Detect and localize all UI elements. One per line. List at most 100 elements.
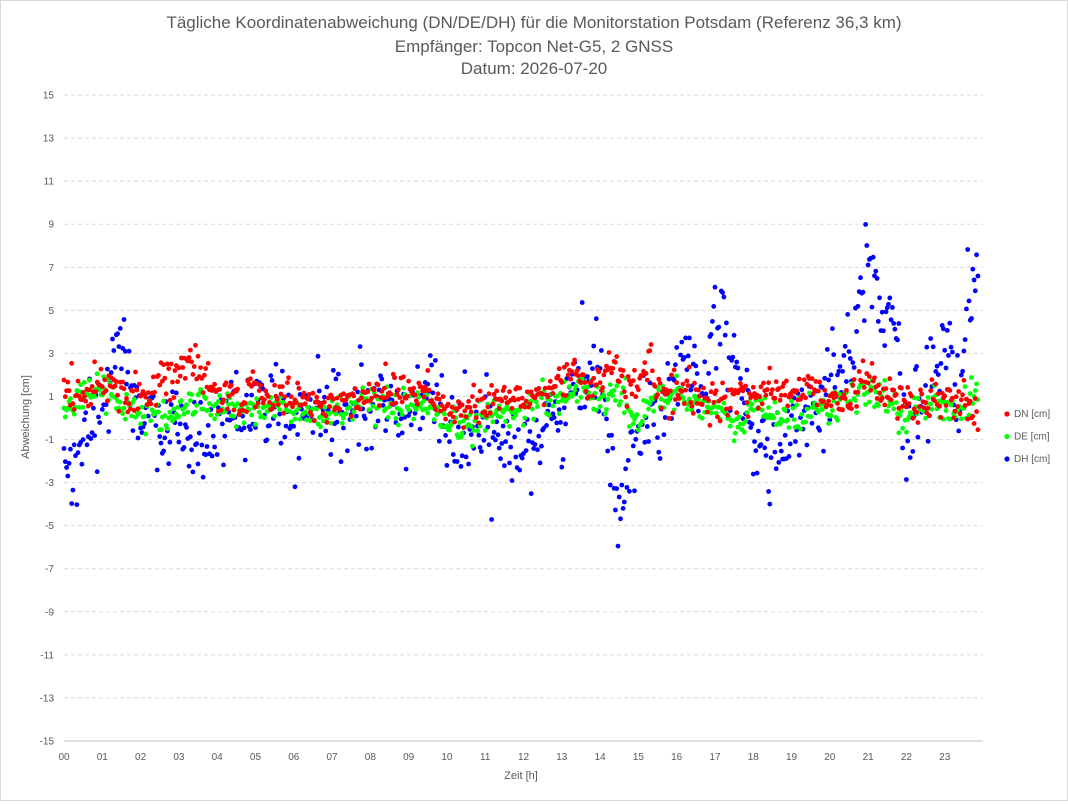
data-point — [531, 446, 537, 451]
data-point — [713, 410, 719, 416]
data-point — [918, 387, 923, 393]
data-point — [610, 445, 616, 451]
data-point — [965, 416, 971, 422]
data-point — [639, 419, 645, 424]
data-point — [108, 370, 114, 375]
data-point — [644, 424, 650, 429]
data-point — [498, 414, 503, 420]
data-point — [610, 365, 616, 371]
data-point — [370, 403, 376, 409]
data-point — [895, 337, 900, 343]
data-point — [376, 403, 382, 408]
data-point — [485, 424, 491, 430]
data-point — [831, 352, 837, 357]
data-point — [311, 418, 317, 423]
data-point — [586, 394, 591, 400]
data-point — [111, 348, 117, 353]
data-point — [965, 247, 971, 252]
data-point — [517, 385, 523, 391]
data-point — [528, 389, 534, 395]
data-point — [230, 391, 235, 397]
data-point — [249, 412, 255, 418]
data-point — [105, 366, 110, 372]
data-point — [694, 401, 700, 406]
data-point — [295, 380, 300, 386]
data-point — [666, 415, 672, 421]
data-point — [431, 403, 437, 408]
data-point — [494, 388, 500, 394]
data-point — [145, 413, 151, 419]
x-tick-label: 17 — [709, 752, 721, 763]
data-point — [219, 421, 225, 427]
data-point — [513, 412, 519, 418]
data-point — [656, 449, 662, 455]
data-point — [476, 420, 482, 426]
data-point — [828, 413, 834, 418]
data-point — [615, 543, 621, 549]
data-point — [309, 412, 314, 418]
data-point — [157, 382, 163, 388]
data-point — [199, 442, 205, 448]
data-point — [473, 415, 479, 421]
data-point — [639, 373, 645, 378]
data-point — [972, 396, 978, 401]
data-point — [665, 361, 671, 366]
data-point — [120, 411, 126, 416]
data-point — [561, 405, 567, 411]
data-point — [567, 384, 572, 389]
data-point — [348, 413, 354, 419]
data-point — [666, 376, 672, 382]
data-point — [915, 420, 921, 425]
data-point — [341, 415, 346, 421]
data-point — [923, 383, 928, 388]
data-point — [122, 416, 128, 422]
data-point — [842, 343, 848, 349]
data-point — [269, 378, 275, 383]
data-point — [941, 326, 946, 332]
data-point — [556, 407, 562, 412]
data-point — [421, 394, 427, 400]
data-point — [696, 387, 701, 393]
data-point — [867, 399, 872, 405]
data-point — [479, 449, 484, 454]
data-point — [162, 413, 168, 418]
data-point — [163, 391, 169, 397]
data-point — [764, 387, 770, 393]
data-point — [412, 392, 418, 398]
data-point — [782, 432, 788, 438]
data-point — [182, 376, 188, 381]
data-point — [925, 395, 931, 400]
data-point — [643, 371, 649, 376]
data-point — [322, 394, 327, 400]
data-point — [330, 396, 336, 402]
data-point — [761, 380, 766, 386]
data-point — [348, 400, 354, 405]
data-point — [158, 427, 164, 433]
data-point — [824, 402, 830, 408]
data-point — [658, 396, 664, 402]
data-point — [287, 400, 293, 406]
data-point — [167, 397, 173, 403]
data-point — [584, 384, 590, 390]
data-point — [328, 420, 334, 426]
data-point — [456, 399, 461, 404]
data-point — [507, 389, 512, 395]
data-point — [778, 392, 784, 398]
chart-title-line-2: Empfänger: Topcon Net-G5, 2 GNSS — [395, 37, 673, 56]
data-point — [720, 380, 725, 386]
data-point — [569, 369, 575, 374]
data-point — [642, 360, 648, 365]
data-point — [704, 409, 710, 415]
data-point — [304, 417, 309, 423]
data-point — [347, 405, 353, 410]
data-point — [371, 387, 377, 393]
data-point — [974, 381, 979, 387]
data-point — [124, 381, 129, 387]
data-point — [814, 402, 820, 408]
data-point — [485, 404, 491, 410]
data-point — [777, 441, 783, 447]
data-point — [468, 432, 474, 437]
data-point — [189, 392, 195, 397]
data-point — [531, 416, 537, 422]
data-point — [352, 386, 358, 391]
